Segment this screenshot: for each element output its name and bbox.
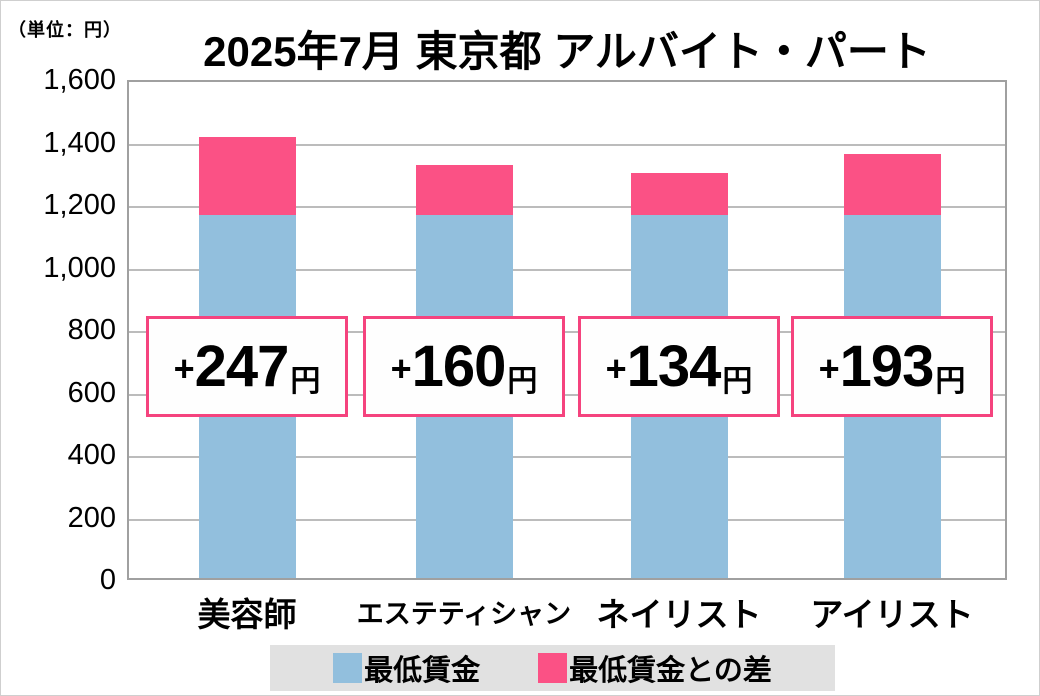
difference-value: 247	[194, 334, 290, 399]
y-tick-label: 200	[67, 501, 116, 534]
y-tick-label: 1,600	[43, 64, 116, 96]
y-tick-label: 0	[99, 564, 116, 596]
gridline	[129, 206, 1005, 208]
x-axis-label: エステティシャン	[356, 599, 572, 629]
yen-suffix: 円	[507, 364, 538, 398]
gridline	[129, 331, 1005, 333]
plus-sign: +	[390, 347, 412, 389]
gridline	[129, 393, 1005, 396]
difference-value: 134	[626, 334, 722, 399]
plus-sign: +	[173, 347, 195, 389]
y-tick-label: 800	[67, 314, 116, 346]
gridline	[129, 268, 1005, 271]
y-tick-label: 1,000	[43, 251, 116, 284]
bar-value-label: +134 円	[578, 316, 780, 417]
x-axis-label: アイリスト	[810, 596, 974, 633]
gridline	[129, 143, 1005, 146]
bar-segment-difference	[198, 137, 296, 215]
unit-label: （単位：円）	[8, 20, 122, 40]
x-axis-label: 美容師	[197, 596, 297, 633]
legend: 最低賃金 最低賃金との差	[270, 645, 835, 691]
legend-color-swatch	[333, 653, 363, 683]
y-tick-label: 600	[67, 376, 116, 409]
legend-item-label: 最低賃金との差	[569, 655, 772, 687]
bar-value-label: +160 円	[363, 316, 565, 417]
bar-segment-difference	[415, 164, 513, 215]
yen-suffix: 円	[935, 364, 966, 398]
bar-value-label: +193 円	[791, 316, 993, 417]
y-tick-label: 1,200	[43, 189, 116, 221]
legend-item-label: 最低賃金	[364, 655, 481, 687]
bar-value-label: +247 円	[146, 316, 348, 417]
x-axis-label: ネイリスト	[596, 596, 762, 633]
difference-value: 193	[839, 334, 935, 399]
difference-value: 160	[411, 334, 507, 399]
bar-segment-difference	[843, 154, 941, 215]
yen-suffix: 円	[722, 364, 753, 398]
yen-suffix: 円	[290, 364, 321, 398]
plus-sign: +	[605, 347, 627, 389]
legend-color-swatch	[538, 653, 568, 683]
chart-title: 2025年7月 東京都 アルバイト・パート	[203, 28, 931, 75]
bar-segment-difference	[630, 172, 728, 215]
legend-item: 最低賃金	[333, 647, 480, 689]
plus-sign: +	[818, 347, 840, 389]
gridline	[129, 456, 1005, 458]
legend-item: 最低賃金との差	[538, 647, 772, 689]
y-tick-label: 1,400	[43, 126, 116, 159]
y-tick-label: 400	[67, 439, 116, 471]
plot-area: +247 円 +160 円 +134 円 +193 円	[127, 80, 1007, 580]
gridline	[129, 518, 1005, 521]
